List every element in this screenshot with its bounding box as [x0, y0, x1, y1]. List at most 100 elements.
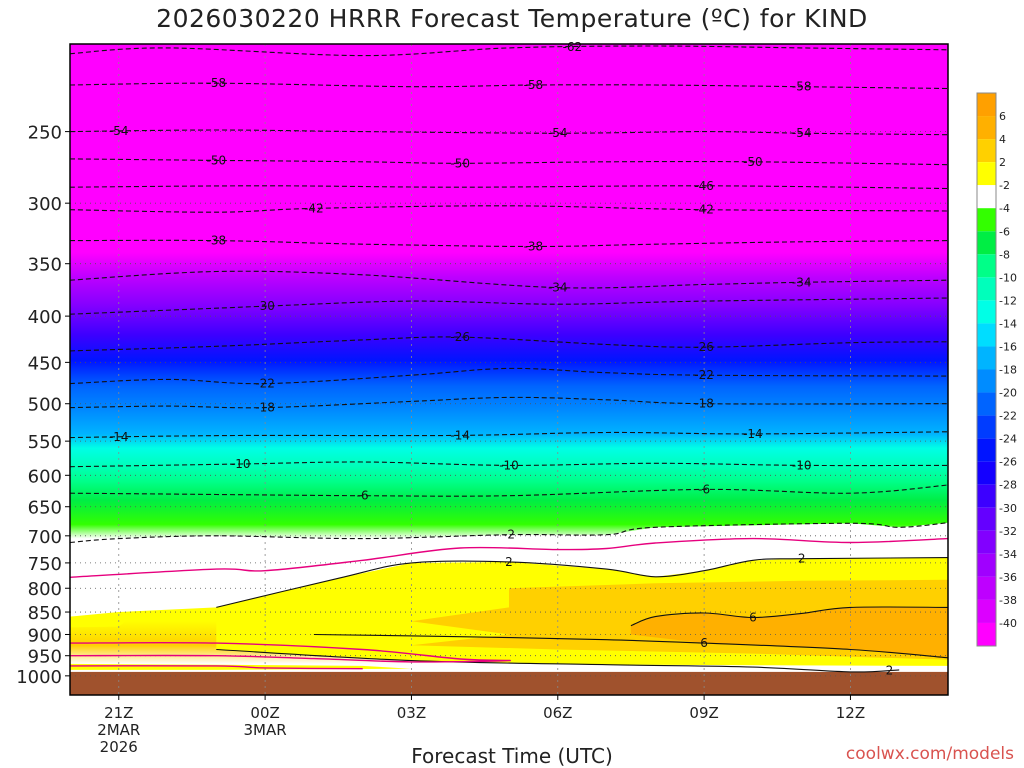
y-tick-label-500: 500: [28, 395, 62, 416]
isotherm--14-12: [69, 431, 949, 439]
colorbar-swatch: [977, 438, 996, 462]
y-tick-label-750: 750: [28, 554, 62, 575]
colorbar-swatch: [977, 116, 996, 140]
isotherm-label--54: -54: [792, 126, 812, 140]
colorbar-swatch: [977, 530, 996, 554]
colorbar-swatch: [977, 484, 996, 508]
y-tick-label-250: 250: [28, 123, 62, 144]
colorbar-swatch: [977, 139, 996, 163]
isotherm-label-2: 2: [505, 555, 513, 569]
isotherm-label--50: -50: [743, 155, 763, 169]
y-tick-label-350: 350: [28, 255, 62, 276]
x-tick-label-1-1: 2MAR: [97, 721, 140, 739]
y-tick-label-400: 400: [28, 307, 62, 328]
isotherm--34-7: [69, 270, 949, 289]
footer-credit[interactable]: coolwx.com/models: [845, 744, 1014, 764]
colorbar-label: -26: [999, 456, 1017, 469]
isotherm-label--58: -58: [524, 78, 544, 92]
isotherm-label-6: 6: [749, 611, 757, 625]
temperature-field: [70, 44, 949, 695]
isotherm--38-6: [69, 239, 949, 248]
isotherm--22-10: [69, 367, 949, 385]
isotherm--2-15: [69, 522, 949, 544]
isotherm-6-17: [630, 606, 949, 627]
x-tick-label-10-0: 06Z: [543, 704, 572, 722]
warm-core-6: [630, 607, 948, 658]
isotherm--58-1: [69, 82, 949, 90]
colorbar-top-swatch: [977, 93, 996, 117]
colorbar-label: -8: [999, 248, 1010, 261]
isotherm-label--50: -50: [450, 156, 470, 170]
isotherm--54-2: [69, 129, 949, 136]
colorbar-label: -12: [999, 294, 1017, 307]
isotherm-label--54: -54: [548, 126, 568, 140]
colorbar-label: -28: [999, 479, 1017, 492]
isotherm-label--54: -54: [109, 124, 129, 138]
isotherm-label-2: 2: [886, 663, 894, 677]
isotherm-label--58: -58: [207, 76, 227, 90]
colorbar-label: 6: [999, 110, 1006, 123]
colorbar-label: -14: [999, 317, 1017, 330]
isotherm-label--18: -18: [694, 397, 714, 411]
isotherm-label--58: -58: [792, 80, 812, 94]
isotherm-label--42: -42: [304, 201, 324, 215]
isotherm-label--38: -38: [207, 234, 227, 248]
isotherm-label--26: -26: [694, 340, 714, 354]
zero-isotherm-1: [69, 641, 511, 663]
colorbar-border: [976, 92, 997, 647]
isotherm-label--6: -6: [698, 482, 710, 496]
y-tick-label-850: 850: [28, 603, 62, 624]
colorbar-swatch: [977, 576, 996, 600]
isotherm-2-19: [216, 648, 900, 673]
colorbar-swatch: [977, 622, 996, 646]
near-freezing-band: [70, 522, 948, 617]
isotherm--30-8: [69, 297, 949, 315]
isotherm-label--2: -2: [503, 528, 515, 542]
colorbar-label: -10: [999, 271, 1017, 284]
isotherm-label--22: -22: [255, 377, 275, 391]
zero-isotherm-surface: [69, 665, 363, 670]
isotherm--10-13: [69, 461, 949, 468]
isotherm-label--38: -38: [524, 240, 544, 254]
isotherm-6-18: [313, 633, 949, 659]
y-tick-label-300: 300: [28, 194, 62, 215]
x-tick-label-4-1: 3MAR: [244, 721, 287, 739]
y-tick-label-450: 450: [28, 353, 62, 374]
axis-ticks: 2503003504004505005506006507007508008509…: [16, 123, 865, 756]
colorbar-label: -32: [999, 525, 1017, 538]
plot-border: [69, 43, 949, 696]
y-tick-label-1000: 1000: [16, 667, 62, 688]
colorbar-swatch: [977, 162, 996, 186]
isotherm-label-2: 2: [798, 552, 806, 566]
colorbar-swatch: [977, 553, 996, 577]
y-tick-label-900: 900: [28, 625, 62, 646]
isotherm-label--46: -46: [694, 179, 714, 193]
colorbar-label: -18: [999, 364, 1017, 377]
colorbar-label: -36: [999, 571, 1017, 584]
colorbar: 6 4 2 -2 -4 -6 -8 -10 -12 -14 -16 -18 -20 -22 -24 -26 -2…: [976, 92, 1017, 647]
colorbar-swatch: [977, 231, 996, 255]
colorbar-swatch: [977, 346, 996, 370]
x-axis-label: Forecast Time (UTC): [411, 744, 613, 768]
isotherm-label--30: -30: [255, 299, 275, 313]
colorbar-swatch: [977, 507, 996, 531]
isotherm-label--6: -6: [357, 489, 369, 503]
colorbar-label: -20: [999, 387, 1017, 400]
colorbar-label: -34: [999, 548, 1017, 561]
x-tick-label-1-2: 2026: [100, 738, 138, 756]
colorbar-swatch: [977, 323, 996, 347]
isotherm-label--22: -22: [694, 368, 714, 382]
isotherm-label--10: -10: [499, 458, 519, 472]
x-tick-label-13-0: 09Z: [689, 704, 718, 722]
y-tick-label-650: 650: [28, 498, 62, 519]
colorbar-label: 2: [999, 156, 1006, 169]
colorbar-swatch: [977, 185, 996, 209]
colorbar-label: -4: [999, 202, 1010, 215]
colorbar-swatch: [977, 599, 996, 623]
isotherm--50-3: [69, 158, 949, 166]
isotherm--18-11: [69, 396, 949, 409]
colorbar-swatch: [977, 392, 996, 416]
isotherm-label--10: -10: [792, 458, 812, 472]
colorbar-swatch: [977, 415, 996, 439]
ground-layer: [70, 671, 948, 695]
